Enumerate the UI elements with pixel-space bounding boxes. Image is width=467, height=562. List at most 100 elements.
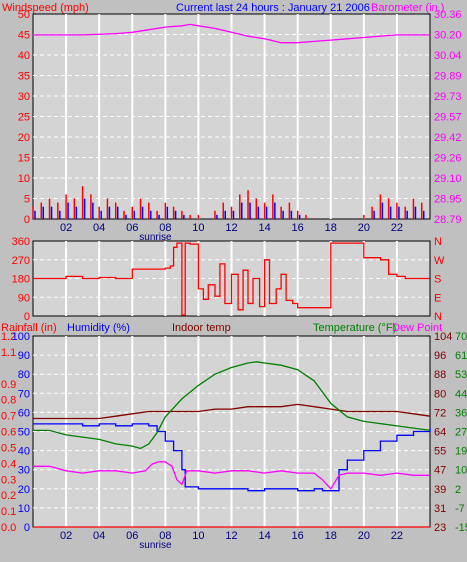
humidity-x-tick-label: 18 — [325, 530, 337, 542]
humidity-x-tick-label: 14 — [258, 530, 270, 542]
chart-title: Current last 24 hours : January 21 2006 — [176, 2, 370, 14]
humidity-x-tick-label: 10 — [192, 530, 204, 542]
barometer-tick-label: 30.20 — [434, 30, 462, 42]
humidity-tick-label: 10 — [18, 503, 30, 515]
temperature-tick-label: -15 — [455, 522, 467, 534]
windspeed-tick-label: 5 — [24, 194, 30, 206]
humidity-tick-label: 40 — [18, 446, 30, 458]
temperature-tick-label: 61 — [455, 350, 467, 362]
rainfall-tick-label: 0.5 — [1, 442, 16, 454]
windspeed-tick-label: 20 — [18, 132, 30, 144]
barometer-tick-label: 30.36 — [434, 9, 462, 21]
indoor-temp-line — [33, 403, 431, 420]
temperature-tick-label: 19 — [455, 446, 467, 458]
windspeed-tick-label: 40 — [18, 50, 30, 62]
rainfall-tick-label: 0.7 — [1, 411, 16, 423]
humidity-x-tick-label: 08 — [159, 530, 171, 542]
rainfall-tick-label: 0.6 — [1, 427, 16, 439]
rainfall-tick-label: 0.3 — [1, 474, 16, 486]
indoor-temp-tick-label: 72 — [434, 407, 446, 419]
rainfall-axis-title: Rainfall (in) — [1, 322, 57, 334]
rainfall-tick-label: 0.9 — [1, 379, 16, 391]
rainfall-tick-label: 0.0 — [1, 522, 16, 534]
windspeed-tick-label: 15 — [18, 153, 30, 165]
direction-line — [33, 242, 430, 316]
humidity-x-tick-label: 22 — [391, 530, 403, 542]
temperature-line — [33, 361, 431, 450]
direction-tick-label: 180 — [12, 274, 30, 286]
chart-panels: 0510152025303540455028.7928.9529.1029.26… — [1, 9, 467, 551]
direction-tick-label: 0 — [24, 311, 30, 323]
humidity-tick-label: 0 — [24, 522, 30, 534]
wind-x-tick-label: 20 — [358, 222, 370, 234]
indoor-temp-tick-label: 23 — [434, 522, 446, 534]
humidity-x-tick-label: 16 — [292, 530, 304, 542]
compass-tick-label: E — [434, 292, 441, 304]
humidity-tick-label: 30 — [18, 465, 30, 477]
barometer-axis-title: Barometer (in.) — [371, 2, 444, 14]
windspeed-tick-label: 50 — [18, 9, 30, 21]
barometer-tick-label: 29.57 — [434, 112, 462, 124]
compass-tick-label: N — [434, 236, 442, 248]
barometer-tick-label: 29.89 — [434, 71, 462, 83]
temperature-tick-label: -7 — [455, 503, 465, 515]
humidity-x-tick-label: 12 — [225, 530, 237, 542]
windspeed-tick-label: 25 — [18, 112, 30, 124]
barometer-tick-label: 28.95 — [434, 194, 462, 206]
windspeed-tick-label: 30 — [18, 91, 30, 103]
humidity-tick-label: 100 — [12, 331, 30, 343]
compass-tick-label: W — [434, 255, 445, 267]
rainfall-tick-label: 0.8 — [1, 395, 16, 407]
direction-tick-label: 360 — [12, 236, 30, 248]
barometer-tick-label: 30.04 — [434, 50, 462, 62]
indoor-temp-tick-label: 104 — [434, 331, 452, 343]
barometer-tick-label: 29.26 — [434, 153, 462, 165]
sunrise-label: sunrise — [139, 232, 172, 243]
rainfall-tick-label: 0.2 — [1, 490, 16, 502]
wind-x-tick-label: 12 — [225, 222, 237, 234]
indoor-temp-title: Indoor temp — [172, 322, 231, 334]
wind-x-tick-label: 02 — [60, 222, 72, 234]
temperature-tick-label: 44 — [455, 388, 467, 400]
wind-x-tick-label: 18 — [325, 222, 337, 234]
humidity-tick-label: 50 — [18, 427, 30, 439]
humidity-x-tick-label: 02 — [60, 530, 72, 542]
indoor-temp-tick-label: 88 — [434, 369, 446, 381]
sunrise-label: sunrise — [139, 540, 172, 551]
temperature-tick-label: 2 — [455, 484, 461, 496]
temperature-tick-label: 27 — [455, 427, 467, 439]
temperature-tick-label: 53 — [455, 369, 467, 381]
temperature-tick-label: 36 — [455, 407, 467, 419]
windspeed-tick-label: 10 — [18, 173, 30, 185]
wind-x-tick-label: 08 — [159, 222, 171, 234]
rainfall-tick-label: 0.4 — [1, 458, 16, 470]
barometer-tick-label: 29.73 — [434, 91, 462, 103]
compass-tick-label: S — [434, 274, 441, 286]
wind-x-tick-label: 22 — [391, 222, 403, 234]
barometer-tick-label: 29.10 — [434, 173, 462, 185]
humidity-tick-label: 60 — [18, 407, 30, 419]
wind-x-tick-label: 16 — [292, 222, 304, 234]
barometer-tick-label: 28.79 — [434, 214, 462, 226]
indoor-temp-tick-label: 64 — [434, 427, 446, 439]
wind-x-tick-label: 06 — [126, 222, 138, 234]
humidity-x-tick-label: 04 — [93, 530, 105, 542]
indoor-temp-tick-label: 47 — [434, 465, 446, 477]
dew-point-title: Dew Point — [392, 322, 442, 334]
humidity-x-tick-label: 06 — [126, 530, 138, 542]
windspeed-axis-title: Windspeed (mph) — [2, 2, 89, 14]
humidity-axis-title: Humidity (%) — [67, 322, 130, 334]
rainfall-tick-label: 1.2 — [1, 331, 16, 343]
windspeed-tick-label: 35 — [18, 71, 30, 83]
humidity-tick-label: 20 — [18, 484, 30, 496]
rainfall-tick-label: 1.1 — [1, 347, 16, 359]
compass-tick-label: N — [434, 311, 442, 323]
direction-tick-label: 90 — [18, 292, 30, 304]
temperature-axis-title: Temperature (°F) — [313, 322, 396, 334]
indoor-temp-tick-label: 80 — [434, 388, 446, 400]
barometer-line — [33, 23, 430, 44]
indoor-temp-tick-label: 55 — [434, 446, 446, 458]
humidity-tick-label: 80 — [18, 369, 30, 381]
wind-x-tick-label: 14 — [258, 222, 270, 234]
